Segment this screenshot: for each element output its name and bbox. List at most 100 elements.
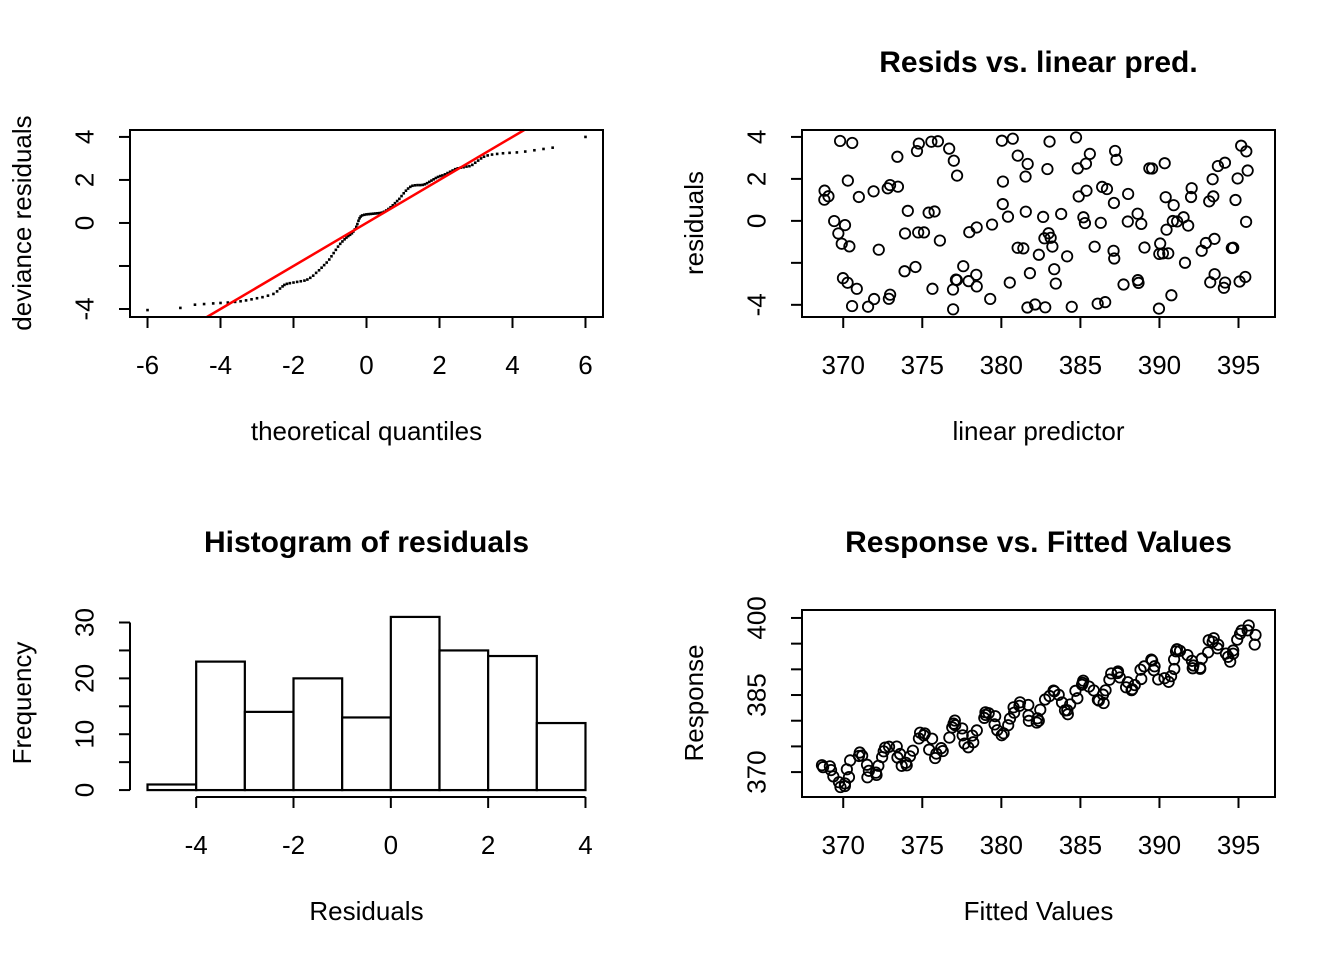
y-tick-label: 4 (70, 130, 100, 144)
data-point-circle (838, 777, 852, 790)
data-point-circle (861, 300, 875, 313)
x-tick-label: 6 (578, 350, 592, 380)
data-point-circle (1166, 214, 1179, 228)
data-point-circle (909, 260, 922, 274)
data-point-circle (929, 751, 942, 765)
data-point-circle (1134, 663, 1147, 676)
data-point-circle (843, 240, 856, 253)
data-point-dot (292, 281, 295, 284)
data-point-dot (391, 204, 395, 207)
data-point-dot (365, 213, 368, 216)
data-point-dot (432, 177, 435, 181)
data-point-circle (1167, 199, 1180, 212)
data-point-circle (833, 134, 847, 148)
data-point-circle (1061, 704, 1074, 717)
data-point-circle (956, 722, 969, 735)
data-point-circle (883, 178, 897, 192)
panel-qq-plot: -6 -4 -2 0 2 4 6 -4 0 2 4 theoretical quantiles de… (0, 0, 672, 480)
data-point-circle (882, 740, 896, 753)
data-point-dot (389, 205, 392, 209)
data-point-circle (1117, 278, 1130, 291)
qq-reference-line (206, 128, 525, 319)
data-point-circle (1034, 703, 1047, 716)
data-point-circle (1043, 135, 1056, 148)
data-point-dot (508, 151, 511, 155)
data-point-dot (350, 231, 354, 235)
data-point-dot (515, 151, 519, 154)
x-axis-label: Fitted Values (963, 896, 1114, 926)
data-point-circle (1138, 241, 1151, 254)
data-point-dot (356, 222, 359, 226)
data-point-dot (285, 282, 289, 286)
data-point-circle (1023, 267, 1037, 280)
data-point-dot (551, 146, 554, 149)
data-point-circle (1039, 301, 1052, 314)
data-points-layer (818, 131, 1254, 316)
y-tick-label: -4 (70, 297, 100, 320)
data-point-circle (1030, 716, 1043, 729)
data-point-circle (1065, 300, 1078, 313)
data-point-circle (1185, 182, 1198, 195)
data-point-circle (1229, 193, 1242, 207)
data-point-dot (250, 298, 253, 301)
data-point-dot (281, 285, 284, 288)
y-tick-label: 385 (742, 673, 772, 716)
x-axis: -6 -4 -2 0 2 4 6 (136, 317, 593, 380)
data-point-circle (1160, 223, 1173, 236)
data-point-dot (226, 301, 230, 304)
histogram-bar (341, 716, 392, 792)
data-point-circle (884, 288, 897, 301)
data-point-circle (1242, 619, 1255, 632)
data-point-circle (845, 299, 859, 313)
data-point-circle (838, 219, 852, 232)
data-point-circle (872, 243, 885, 256)
y-axis-label: Response (679, 644, 709, 762)
data-point-dot (476, 159, 480, 162)
data-point-dot (408, 185, 412, 189)
data-point-dot (244, 299, 248, 302)
data-point-circle (967, 736, 980, 749)
data-point-circle (1021, 157, 1034, 171)
x-tick-label: 380 (980, 830, 1023, 860)
x-tick-label: -6 (136, 350, 159, 380)
data-point-circle (1019, 170, 1032, 183)
data-point-dot (393, 201, 397, 205)
data-point-circle (1032, 248, 1045, 261)
data-point-circle (1072, 190, 1085, 203)
data-point-dot (373, 212, 377, 215)
data-point-dot (278, 287, 282, 290)
data-point-dot (421, 183, 425, 187)
residuals-scatter-canvas: 370 375 380 385 390 395 -4 0 2 4 (742, 129, 1276, 380)
data-point-dot (272, 292, 275, 296)
y-axis: -4 0 2 4 (742, 130, 802, 316)
data-point-circle (1108, 252, 1121, 265)
data-point-circle (818, 184, 831, 197)
data-point-circle (1061, 250, 1074, 263)
data-point-circle (1227, 241, 1240, 254)
data-point-circle (1154, 237, 1167, 250)
data-point-circle (912, 226, 925, 239)
data-point-circle (1038, 232, 1051, 245)
data-point-dot (334, 248, 338, 252)
data-point-circle (1164, 670, 1178, 683)
data-point-circle (1211, 642, 1224, 655)
data-point-circle (1143, 162, 1156, 175)
data-point-circle (1152, 302, 1166, 315)
data-point-circle (935, 742, 948, 755)
data-point-dot (357, 219, 360, 223)
data-point-dot (542, 147, 545, 151)
histogram-bar (389, 615, 441, 792)
data-point-dot (261, 295, 264, 299)
data-point-dot (430, 179, 433, 182)
data-point-dot (453, 167, 457, 171)
data-point-circle (933, 234, 946, 247)
y-axis: 370 385 400 (742, 596, 802, 794)
data-point-circle (1096, 180, 1109, 193)
data-point-circle (1132, 276, 1145, 289)
data-point-dot (345, 236, 348, 239)
histogram-bar (292, 677, 344, 792)
data-point-dot (367, 212, 370, 216)
data-point-circle (1162, 247, 1175, 260)
data-point-dot (490, 153, 494, 156)
data-point-dot (299, 279, 303, 283)
